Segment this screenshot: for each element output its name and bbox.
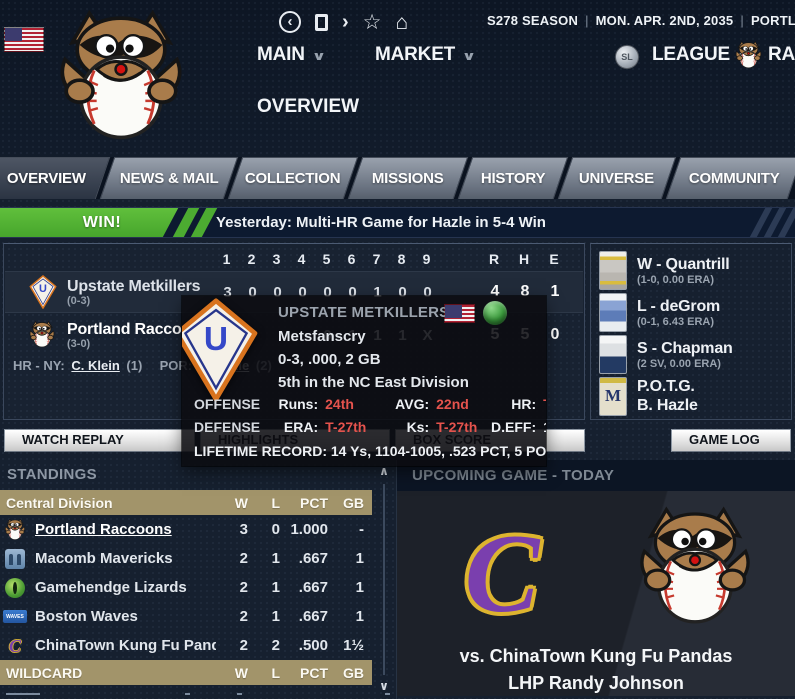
team-link[interactable]: ChinaTown Kung Fu Pandas — [35, 637, 216, 654]
tooltip-offense-row: OFFENSE Runs:24th AVG:22nd HR:T-27th — [194, 396, 546, 412]
page-title: OVERVIEW — [257, 96, 360, 117]
banner-headline: Yesterday: Multi-HR Game for Hazle in 5-… — [216, 214, 546, 231]
away-team-name[interactable]: Upstate Metkillers — [67, 277, 201, 295]
save-pitcher-row: S - Chapman (2 SV, 0.00 ERA) — [599, 333, 791, 375]
home-icon[interactable]: ⌂ — [395, 10, 409, 34]
standings-row-waves: WAVES Boston Waves 2 1 .667 1 — [0, 602, 372, 631]
menu-market[interactable]: MARKET ∨ — [375, 44, 477, 65]
box-score-header-row: 1 2 3 4 5 6 7 8 9 R H E — [222, 251, 559, 267]
pandas-logo-icon: C — [8, 635, 21, 656]
menu-main[interactable]: MAIN ∨ — [257, 44, 326, 65]
player-card-thumb-chapman[interactable] — [599, 334, 627, 374]
top-status-bar: S278 SEASON|MON. APR. 2ND, 2035|PORTLAND… — [487, 13, 795, 28]
tab-universe[interactable]: UNIVERSE — [557, 157, 677, 199]
winning-pitcher-row: W - Quantrill (1-0, 0.00 ERA) — [599, 249, 791, 291]
tooltip-team-name: UPSTATE METKILLERS — [278, 304, 450, 321]
home-team-record: (3-0) — [67, 337, 91, 350]
league-sl-icon[interactable]: SL — [615, 45, 639, 69]
tab-community[interactable]: COMMUNITY — [665, 157, 795, 199]
tooltip-division: 5th in the NC East Division — [278, 374, 469, 391]
raccoons-logo-large — [629, 503, 761, 635]
waves-logo-icon: WAVES — [3, 605, 27, 629]
wildcard-header-row: WILDCARD W L PCT GB — [0, 660, 372, 685]
away-team-record: (0-3) — [67, 294, 91, 307]
chevron-down-icon: ∨ — [461, 49, 477, 63]
tab-collection[interactable]: COLLECTION — [227, 157, 359, 199]
scroll-down-icon[interactable]: ∨ — [379, 679, 389, 693]
forward-icon[interactable]: › — [342, 11, 349, 33]
tab-news-mail[interactable]: NEWS & MAIL — [99, 157, 239, 199]
tooltip-record: 0-3, .000, 2 GB — [278, 351, 381, 368]
upcoming-game-body: C vs. ChinaTown Kung Fu Pandas LHP Randy… — [397, 491, 795, 696]
team-menu-raccoon-icon[interactable] — [733, 40, 764, 71]
team-tooltip: UPSTATE METKILLERS Metsfanscry 0-3, .000… — [182, 296, 546, 466]
upcoming-opponent-line: vs. ChinaTown Kung Fu Pandas — [459, 646, 733, 666]
chevron-down-icon: ∨ — [311, 49, 326, 63]
scroll-up-icon[interactable]: ∧ — [379, 464, 389, 478]
standings-title: STANDINGS — [7, 466, 97, 483]
tab-missions[interactable]: MISSIONS — [347, 157, 469, 199]
pitching-decisions-panel: W - Quantrill (1-0, 0.00 ERA) L - deGrom… — [590, 243, 792, 420]
result-banner: WIN! Yesterday: Multi-HR Game for Hazle … — [0, 207, 795, 238]
tooltip-lifetime-record: LIFETIME RECORD: 14 Ys, 1104-1005, .523 … — [194, 443, 546, 459]
player-card-thumb-degrom[interactable] — [599, 292, 627, 332]
metkillers-logo — [29, 275, 57, 309]
us-flag-icon — [444, 304, 475, 323]
tooltip-defense-row: DEFENSE ERA:T-27th Ks:T-27th D.EFF:13th — [194, 419, 546, 435]
back-icon[interactable]: ‹ — [279, 11, 301, 33]
standings-row-lizards: Gamehendge Lizards 2 1 .667 1 — [0, 573, 372, 602]
game-log-button[interactable]: GAME LOG — [671, 429, 791, 452]
season-label: S278 SEASON — [487, 13, 579, 28]
top-nav-icons: ‹ › ☆ ⌂ — [279, 10, 408, 34]
menu-team[interactable]: RA — [768, 44, 795, 65]
raccoons-logo-mini — [3, 518, 27, 542]
standings-panel: STANDINGS Central Division W L PCT GB Po… — [0, 460, 393, 699]
upcoming-game-panel: UPCOMING GAME - TODAY C vs. ChinaTown Ku… — [396, 460, 795, 699]
win-badge-label: WIN! — [82, 214, 122, 231]
window-icon[interactable] — [315, 13, 328, 31]
team-name-label: PORTLAND RACCOONS — [750, 13, 795, 28]
raccoons-logo-small — [27, 320, 57, 350]
tab-history[interactable]: HISTORY — [457, 157, 569, 199]
losing-pitcher-row: L - deGrom (0-1, 6.43 ERA) — [599, 291, 791, 333]
standings-row-mavericks: Macomb Mavericks 2 1 .667 1 — [0, 544, 372, 573]
team-link[interactable]: Macomb Mavericks — [35, 550, 173, 567]
tab-bar: OVERVIEW NEWS & MAIL COLLECTION MISSIONS… — [0, 157, 795, 199]
player-link-klein[interactable]: C. Klein — [71, 358, 120, 373]
lizards-logo-icon — [3, 576, 27, 600]
watch-replay-button[interactable]: WATCH REPLAY — [4, 429, 195, 452]
division-header-row: Central Division W L PCT GB — [0, 490, 372, 515]
date-label: MON. APR. 2ND, 2035 — [595, 13, 734, 28]
tab-overview[interactable]: OVERVIEW — [0, 157, 111, 199]
mavericks-logo-icon — [3, 547, 27, 571]
team-link[interactable]: Portland Raccoons — [35, 521, 172, 538]
favorites-star-icon[interactable]: ☆ — [362, 10, 382, 34]
raccoons-team-logo — [48, 4, 194, 154]
morale-orb-icon — [483, 301, 507, 325]
upcoming-pitcher-line: LHP Randy Johnson — [508, 673, 684, 693]
player-card-thumb-quantrill[interactable] — [599, 250, 627, 290]
standings-row-raccoons: Portland Raccoons 3 0 1.000 - — [0, 515, 372, 544]
metkillers-logo-large — [182, 298, 259, 402]
clipped-standings-row — [0, 685, 372, 699]
standings-scrollbar[interactable]: ∧ ∨ — [376, 464, 392, 697]
player-card-thumb-hazle[interactable]: M — [599, 376, 627, 416]
player-of-the-game-row: M P.O.T.G. B. Hazle — [599, 375, 791, 417]
us-flag-icon — [4, 27, 44, 52]
team-link[interactable]: Gamehendge Lizards — [35, 579, 187, 596]
team-link[interactable]: Boston Waves — [35, 608, 138, 625]
home-team-name[interactable]: Portland Raccoons — [67, 320, 210, 338]
tooltip-owner: Metsfanscry — [278, 328, 366, 345]
pandas-logo-large: C — [464, 511, 540, 636]
